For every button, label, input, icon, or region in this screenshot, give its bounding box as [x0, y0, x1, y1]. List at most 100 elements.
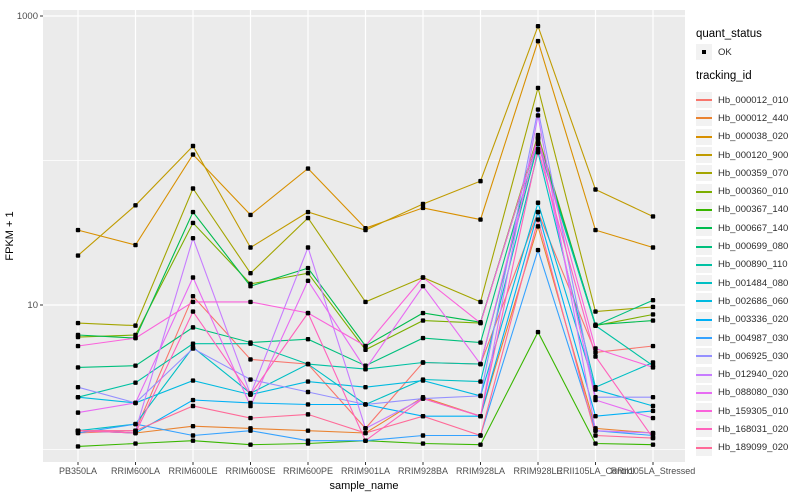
- data-point: [593, 323, 598, 328]
- x-tick-label: RRII105LA_Stressed: [611, 466, 696, 476]
- data-point: [190, 309, 196, 314]
- legend-key-box: [696, 165, 712, 182]
- data-point: [305, 310, 311, 316]
- data-point: [305, 412, 311, 417]
- data-point: [133, 428, 138, 433]
- legend-key-box: [696, 220, 712, 237]
- data-point: [75, 320, 81, 326]
- data-point: [248, 415, 253, 421]
- legend-line-swatch: [696, 373, 712, 376]
- legend-label: Hb_000890_110: [718, 259, 788, 271]
- data-point: [248, 428, 253, 433]
- legend-item-Hb_189099_020: Hb_189099_020: [696, 439, 788, 457]
- data-point: [363, 343, 368, 349]
- legend-line-swatch: [696, 99, 712, 102]
- data-point: [650, 318, 656, 323]
- data-point: [305, 215, 311, 221]
- data-point: [593, 346, 598, 351]
- legend-key-box: [696, 439, 712, 456]
- legend-item-Hb_000012_440: Hb_000012_440: [696, 109, 788, 127]
- data-point: [133, 380, 138, 385]
- legend-item-Hb_159305_010: Hb_159305_010: [696, 402, 788, 420]
- data-point: [190, 433, 196, 438]
- data-point: [535, 23, 541, 29]
- legend-item-Hb_002686_060: Hb_002686_060: [696, 292, 788, 310]
- data-point: [305, 336, 311, 342]
- data-point: [190, 220, 196, 226]
- legend-item-Hb_000038_020: Hb_000038_020: [696, 128, 788, 146]
- data-point: [305, 389, 311, 395]
- y-tick-label: 10: [27, 300, 38, 311]
- data-point: [75, 253, 81, 258]
- data-point: [305, 270, 311, 276]
- data-point: [305, 166, 311, 171]
- legend-key-box: [696, 183, 712, 200]
- data-point: [593, 397, 598, 403]
- data-point: [535, 134, 541, 140]
- legend-line-swatch: [696, 245, 712, 248]
- legend-label: Hb_000012_440: [718, 112, 789, 124]
- data-point: [535, 107, 541, 112]
- data-point: [248, 283, 253, 289]
- data-point: [593, 387, 598, 392]
- y-tick-label: 1000: [17, 11, 38, 22]
- legend-key-box: [696, 201, 712, 218]
- legend-label: Hb_000667_140: [718, 222, 789, 234]
- data-point: [248, 245, 253, 250]
- data-point: [190, 152, 196, 157]
- legend-label: Hb_006925_030: [718, 350, 789, 362]
- legend-item-Hb_000667_140: Hb_000667_140: [696, 219, 788, 237]
- data-point: [363, 227, 368, 233]
- legend-label: Hb_000699_080: [718, 241, 789, 253]
- legend-line-swatch: [696, 337, 712, 339]
- x-axis-title: sample_name: [329, 480, 398, 492]
- data-point: [478, 361, 483, 367]
- legend-line-swatch: [696, 410, 712, 413]
- data-point: [593, 354, 598, 359]
- data-point: [593, 441, 598, 446]
- legend-line-swatch: [696, 208, 712, 211]
- data-point: [75, 332, 81, 338]
- data-point: [478, 433, 483, 438]
- data-point: [363, 402, 368, 407]
- x-tick-label: RRIM600PE: [283, 466, 333, 476]
- data-point: [190, 275, 196, 280]
- data-point: [650, 365, 656, 370]
- data-point: [420, 318, 426, 323]
- legend-line-swatch: [696, 117, 712, 120]
- legend-line-swatch: [696, 135, 712, 138]
- data-point: [593, 309, 598, 314]
- legend-label: Hb_000120_900: [718, 149, 789, 161]
- data-point: [650, 343, 656, 349]
- legend-line-swatch: [696, 154, 712, 157]
- legend-line-swatch: [696, 428, 712, 431]
- data-point: [305, 245, 311, 250]
- legend-key-box: [696, 348, 712, 365]
- data-point: [478, 442, 483, 447]
- legend-item-Hb_012940_020: Hb_012940_020: [696, 365, 788, 383]
- data-point: [535, 217, 541, 222]
- data-point: [478, 340, 483, 345]
- data-point: [190, 346, 196, 351]
- data-point: [363, 384, 368, 390]
- data-point: [190, 341, 196, 346]
- legend-label: Hb_003336_020: [718, 314, 789, 326]
- data-point: [248, 403, 253, 409]
- data-point: [248, 270, 253, 276]
- data-point: [305, 278, 311, 284]
- data-point: [248, 212, 253, 218]
- data-point: [305, 361, 311, 367]
- data-point: [75, 410, 81, 415]
- data-point: [535, 329, 541, 335]
- series-points-Hb_088080_030: [75, 136, 656, 421]
- data-point: [305, 428, 311, 433]
- data-point: [190, 143, 196, 149]
- legend-key-box: [696, 256, 712, 273]
- x-tick-label: RRIM600SE: [225, 466, 275, 476]
- data-point: [305, 265, 311, 271]
- legend-key-box: [696, 293, 712, 310]
- legend-tracking-id-items: Hb_000012_010 Hb_000012_440 Hb_000038_020 H…: [696, 91, 788, 457]
- legend-key-box: [696, 366, 712, 383]
- data-point: [190, 235, 196, 241]
